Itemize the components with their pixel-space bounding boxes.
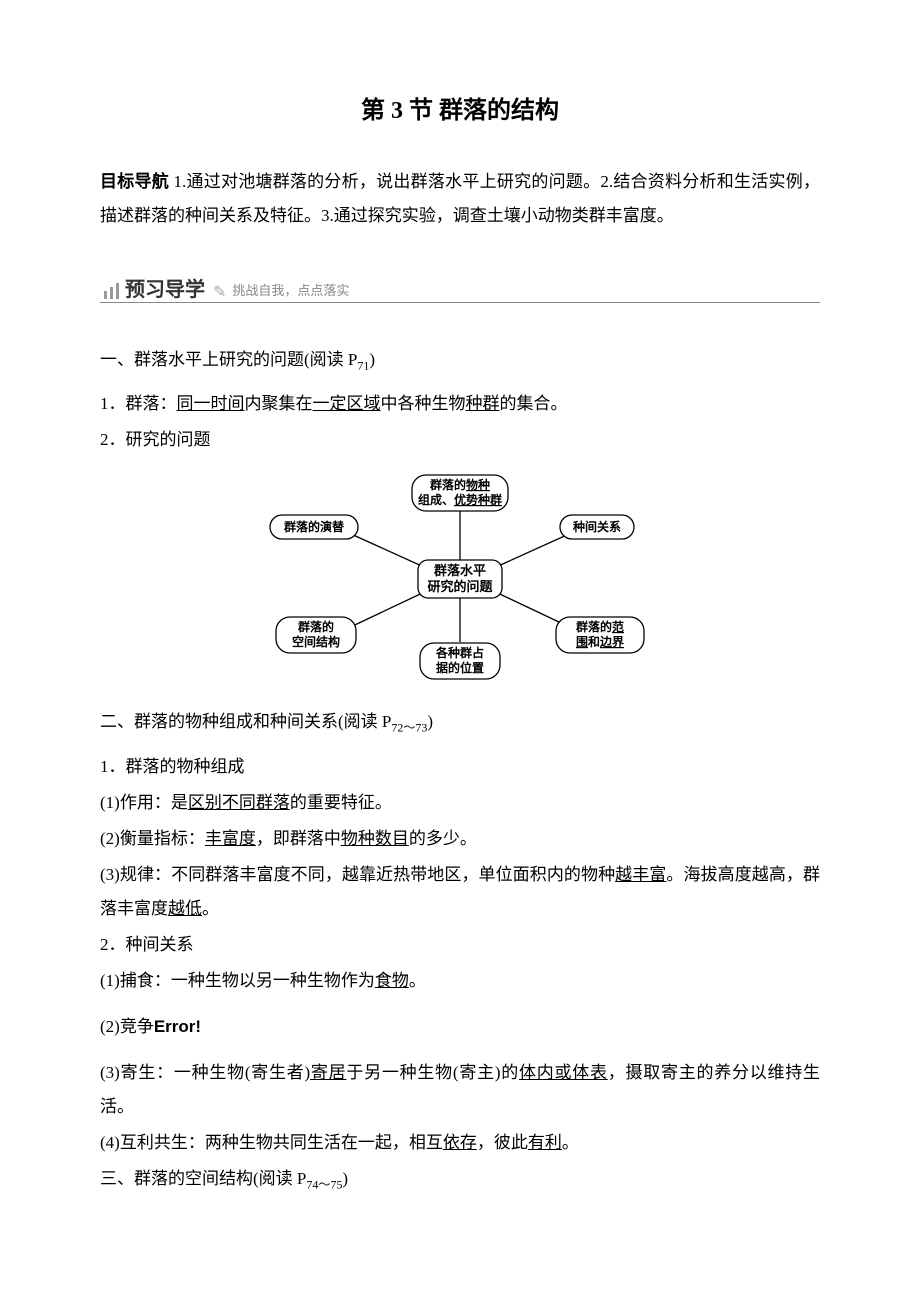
section3-heading: 三、群落的空间结构(阅读 P74～75) (100, 1162, 820, 1196)
diagram-bottom-l2: 据的位置 (436, 660, 484, 675)
objectives-paragraph: 目标导航 1.通过对池塘群落的分析，说出群落水平上研究的问题。2.结合资料分析和… (100, 165, 820, 233)
section1-line2: 2．研究的问题 (100, 423, 820, 457)
diagram-top-l2: 组成、优势种群 (418, 492, 502, 507)
section2-l9: (4)互利共生：两种生物共同生活在一起，相互依存，彼此有利。 (100, 1126, 820, 1160)
diagram-bottom-l1: 各种群占 (435, 645, 484, 660)
diagram-right-lower-l2: 围和边界 (576, 634, 624, 649)
section2-l6: (1)捕食：一种生物以另一种生物作为食物。 (100, 964, 820, 998)
preview-subtitle: 挑战自我，点点落实 (232, 280, 349, 302)
pencil-icon: ✎ (213, 282, 226, 302)
section2-l2: (1)作用：是区别不同群落的重要特征。 (100, 786, 820, 820)
diagram-left-lower-l2: 空间结构 (292, 634, 340, 649)
diagram-left-lower-l1: 群落的 (297, 619, 334, 634)
diagram-top-l1: 群落的物种 (429, 477, 490, 492)
diagram-center-l2: 研究的问题 (427, 579, 493, 594)
preview-title: 预习导学 (125, 273, 205, 302)
objectives-lead: 目标导航 (100, 172, 169, 191)
diagram-center-l1: 群落水平 (434, 563, 486, 578)
section2-l8: (3)寄生：一种生物(寄生者)寄居于另一种生物(寄主)的体内或体表，摄取寄主的养… (100, 1056, 820, 1124)
section2-l7: (2)竞争Error! (100, 1010, 820, 1044)
objectives-text: 1.通过对池塘群落的分析，说出群落水平上研究的问题。2.结合资料分析和生活实例，… (100, 172, 820, 225)
section2-l4: (3)规律：不同群落丰富度不同，越靠近热带地区，单位面积内的物种越丰富。海拔高度… (100, 858, 820, 926)
page-title: 第 3 节 群落的结构 (100, 90, 820, 125)
section2-l3: (2)衡量指标：丰富度，即群落中物种数目的多少。 (100, 822, 820, 856)
section2-heading: 二、群落的物种组成和种间关系(阅读 P72～73) (100, 705, 820, 739)
concept-map-diagram: 群落水平 研究的问题 群落的物种 组成、优势种群 群落的演替 种间关系 群落的 … (100, 467, 820, 687)
section1-heading: 一、群落水平上研究的问题(阅读 P71) (100, 343, 820, 377)
diagram-right-lower-l1: 群落的范 (575, 619, 624, 634)
diagram-right-upper: 种间关系 (572, 519, 621, 534)
error-text: Error! (154, 1017, 201, 1036)
section2-l1: 1．群落的物种组成 (100, 750, 820, 784)
preview-bars-icon (104, 283, 119, 302)
section2-l5: 2．种间关系 (100, 928, 820, 962)
preview-header: 预习导学 ✎ 挑战自我，点点落实 (100, 273, 820, 303)
section1-line1: 1．群落：同一时间内聚集在一定区域中各种生物种群的集合。 (100, 387, 820, 421)
diagram-left-upper: 群落的演替 (283, 519, 345, 534)
